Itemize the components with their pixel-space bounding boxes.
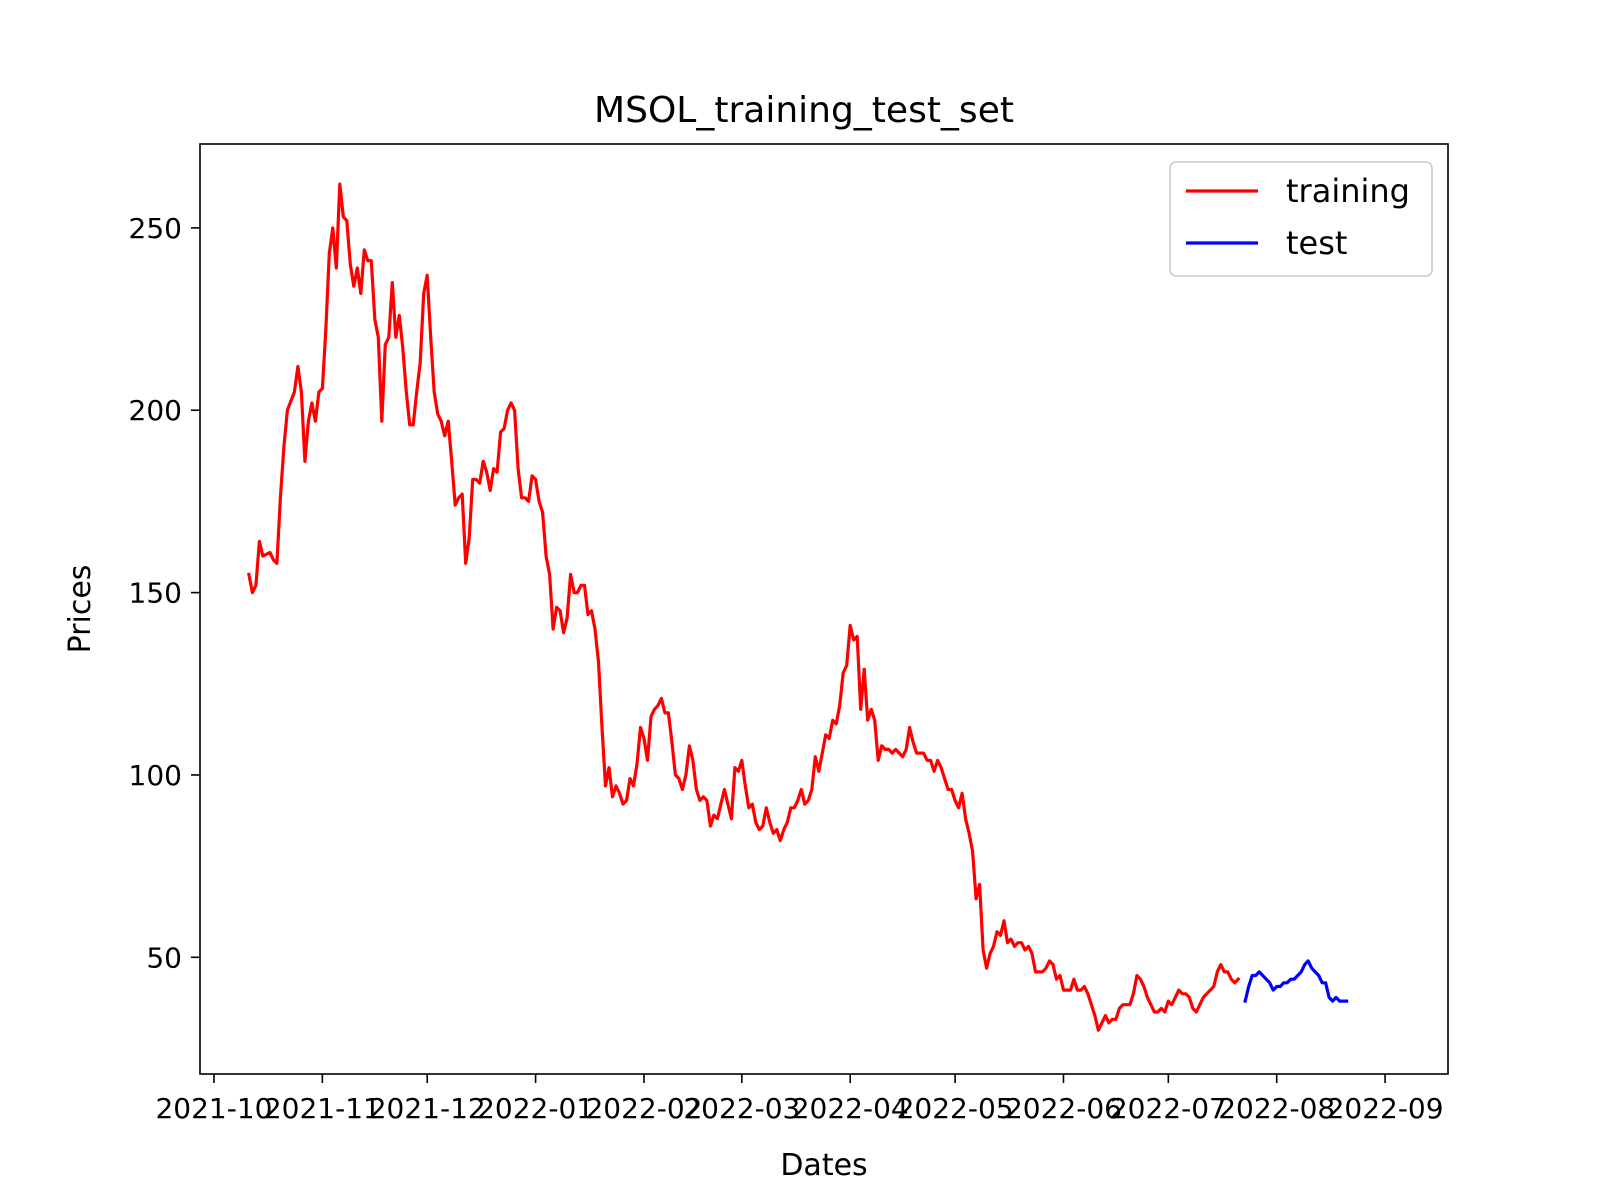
legend: training test <box>1169 161 1433 277</box>
x-tick-label: 2022-09 <box>1327 1092 1444 1125</box>
plot-frame <box>199 143 1449 1075</box>
y-tick-label: 100 <box>129 759 182 792</box>
x-tick-label: 2021-12 <box>369 1092 486 1125</box>
legend-items: training test <box>1186 172 1410 262</box>
series-line-training <box>247 182 1241 1032</box>
y-tick-label: 200 <box>129 394 182 427</box>
x-tick-label: 2022-01 <box>477 1092 594 1125</box>
x-axis-label: Dates <box>780 1148 867 1183</box>
y-axis: 50 100 150 200 250 <box>129 212 200 974</box>
x-tick-label: 2022-04 <box>792 1092 909 1125</box>
x-tick-label: 2021-11 <box>264 1092 381 1125</box>
y-tick-label: 50 <box>146 941 182 974</box>
x-tick-label: 2022-05 <box>897 1092 1014 1125</box>
x-axis: 2021-102021-112021-122022-012022-022022-… <box>155 1074 1444 1125</box>
legend-label-test: test <box>1286 224 1347 262</box>
y-tick-label: 250 <box>129 212 182 245</box>
chart-title: MSOL_training_test_set <box>594 90 1014 131</box>
series-layer <box>247 182 1349 1032</box>
x-tick-label: 2022-06 <box>1005 1092 1122 1125</box>
x-tick-label: 2022-07 <box>1110 1092 1227 1125</box>
legend-label-training: training <box>1286 172 1410 210</box>
x-tick-label: 2021-10 <box>155 1092 272 1125</box>
y-axis-label: Prices <box>63 565 98 654</box>
y-tick-label: 150 <box>129 577 182 610</box>
x-tick-label: 2022-02 <box>585 1092 702 1125</box>
series-line-test <box>1243 959 1349 1004</box>
x-tick-label: 2022-03 <box>683 1092 800 1125</box>
x-tick-label: 2022-08 <box>1218 1092 1335 1125</box>
